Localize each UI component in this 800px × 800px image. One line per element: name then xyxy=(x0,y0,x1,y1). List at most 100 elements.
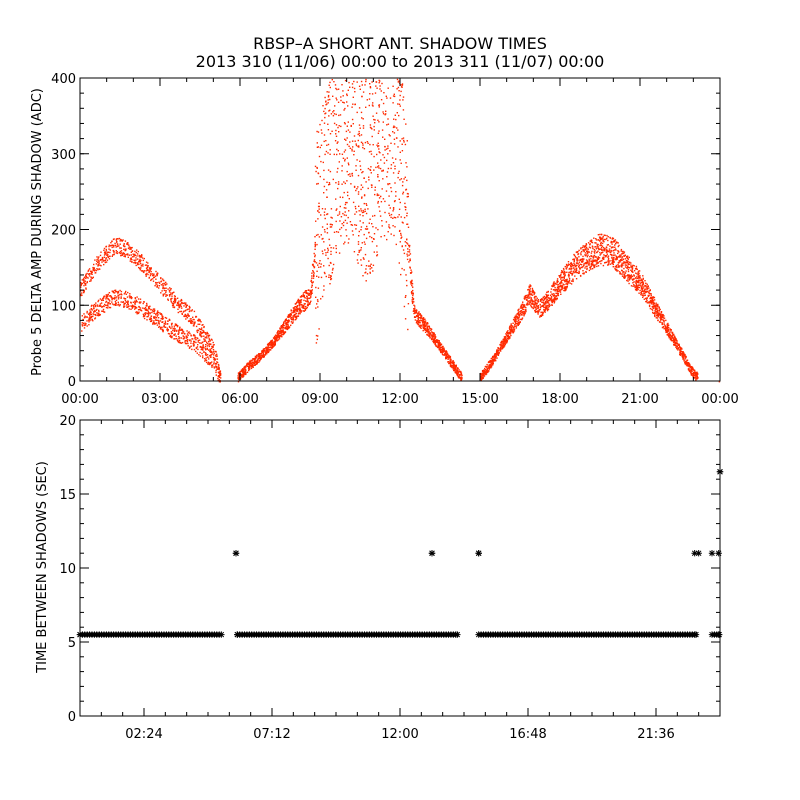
data-point xyxy=(350,224,352,226)
data-point xyxy=(242,374,245,376)
data-point xyxy=(456,373,458,376)
data-point xyxy=(505,339,507,341)
data-point xyxy=(393,125,395,127)
data-point xyxy=(585,249,587,251)
data-point xyxy=(617,270,619,272)
data-point xyxy=(258,353,260,355)
data-point xyxy=(609,251,611,253)
data-point xyxy=(108,244,110,246)
data-point xyxy=(563,280,566,282)
data-point xyxy=(362,215,364,217)
data-point xyxy=(368,222,370,224)
data-point xyxy=(420,318,422,320)
data-point xyxy=(625,264,628,266)
data-point xyxy=(453,364,455,366)
data-point xyxy=(215,350,217,353)
data-point xyxy=(640,282,642,284)
data-point xyxy=(570,264,572,267)
data-point xyxy=(566,287,568,289)
data-point xyxy=(535,295,537,298)
data-point xyxy=(135,299,138,302)
data-point xyxy=(80,286,82,288)
data-point xyxy=(358,130,360,133)
data-point xyxy=(417,318,419,320)
data-point xyxy=(326,144,328,146)
data-point xyxy=(527,300,529,303)
data-point xyxy=(209,350,211,352)
data-point xyxy=(182,311,185,313)
data-point xyxy=(563,275,566,277)
data-point xyxy=(405,206,407,209)
data-point xyxy=(615,243,617,245)
data-point xyxy=(337,231,340,233)
data-point xyxy=(107,256,109,258)
data-point xyxy=(582,258,584,260)
data-point xyxy=(129,297,131,299)
data-point xyxy=(568,273,570,276)
data-point xyxy=(312,263,314,266)
data-point xyxy=(532,302,534,304)
data-point xyxy=(585,244,588,246)
data-point xyxy=(535,304,537,307)
data-point xyxy=(371,93,374,95)
data-point xyxy=(192,325,195,327)
data-point xyxy=(287,325,289,328)
data-point xyxy=(405,274,407,276)
data-point xyxy=(521,303,523,306)
data-point xyxy=(576,260,578,262)
data-point xyxy=(581,246,584,249)
data-point xyxy=(578,270,580,272)
data-point xyxy=(335,97,337,99)
data-point xyxy=(181,312,183,315)
data-point xyxy=(620,255,622,257)
data-point xyxy=(323,169,325,172)
data-point xyxy=(98,314,100,317)
data-point xyxy=(416,323,419,325)
data-point xyxy=(180,310,182,313)
data-point xyxy=(368,179,370,181)
data-point xyxy=(89,319,91,322)
data-point xyxy=(198,354,200,356)
data-point xyxy=(398,170,400,173)
data-point xyxy=(597,258,599,260)
data-point xyxy=(392,131,394,133)
data-point xyxy=(96,258,98,261)
data-point xyxy=(100,258,102,261)
data-point xyxy=(518,314,521,316)
data-point xyxy=(143,270,146,272)
data-point xyxy=(88,268,91,270)
data-point xyxy=(359,214,361,216)
data-point xyxy=(376,144,378,146)
data-point xyxy=(532,292,534,294)
data-point xyxy=(160,313,163,315)
data-point xyxy=(481,376,483,378)
data-point xyxy=(210,354,212,356)
data-point xyxy=(388,224,390,226)
data-point xyxy=(338,252,341,254)
data-point xyxy=(190,318,192,320)
data-point xyxy=(156,312,158,315)
data-point xyxy=(181,328,183,330)
data-point xyxy=(206,331,208,334)
data-point xyxy=(84,315,86,317)
data-point xyxy=(144,307,147,309)
data-point xyxy=(565,287,567,290)
data-point xyxy=(453,368,456,370)
data-point xyxy=(458,375,461,377)
data-point xyxy=(172,306,174,308)
data-point xyxy=(119,252,122,255)
data-point xyxy=(555,283,557,285)
data-point xyxy=(575,257,577,259)
data-point xyxy=(583,245,586,247)
data-point xyxy=(614,241,616,243)
data-point xyxy=(311,275,313,277)
data-point xyxy=(318,155,321,158)
data-point xyxy=(278,332,280,334)
data-point xyxy=(94,269,96,271)
data-point xyxy=(106,254,108,256)
data-point xyxy=(580,252,582,254)
data-point xyxy=(314,236,316,238)
data-point xyxy=(377,174,379,176)
data-point xyxy=(422,319,424,321)
data-point xyxy=(531,299,533,301)
